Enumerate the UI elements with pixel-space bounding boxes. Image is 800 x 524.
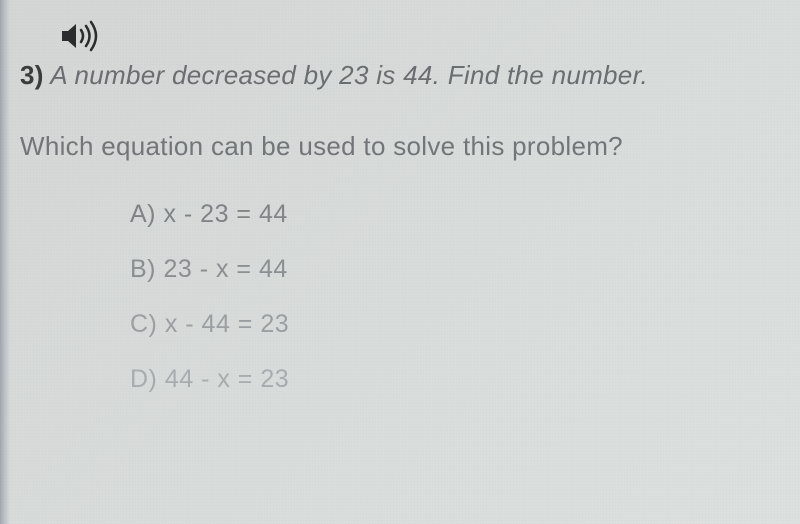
option-c[interactable]: C) x - 44 = 23 bbox=[130, 310, 770, 339]
question-prompt-text: A number decreased by 23 is 44. Find the… bbox=[50, 60, 648, 90]
question-sub-prompt: Which equation can be used to solve this… bbox=[20, 131, 770, 162]
option-b[interactable]: B) 23 - x = 44 bbox=[130, 255, 770, 284]
option-d[interactable]: D) 44 - x = 23 bbox=[130, 365, 770, 394]
audio-speaker-icon[interactable] bbox=[60, 20, 770, 52]
question-content: 3) A number decreased by 23 is 44. Find … bbox=[0, 0, 800, 440]
answer-options: A) x - 23 = 44 B) 23 - x = 44 C) x - 44 … bbox=[20, 200, 770, 394]
question-number: 3) bbox=[20, 60, 44, 90]
option-a[interactable]: A) x - 23 = 44 bbox=[130, 200, 770, 229]
question-prompt-line: 3) A number decreased by 23 is 44. Find … bbox=[20, 60, 770, 91]
